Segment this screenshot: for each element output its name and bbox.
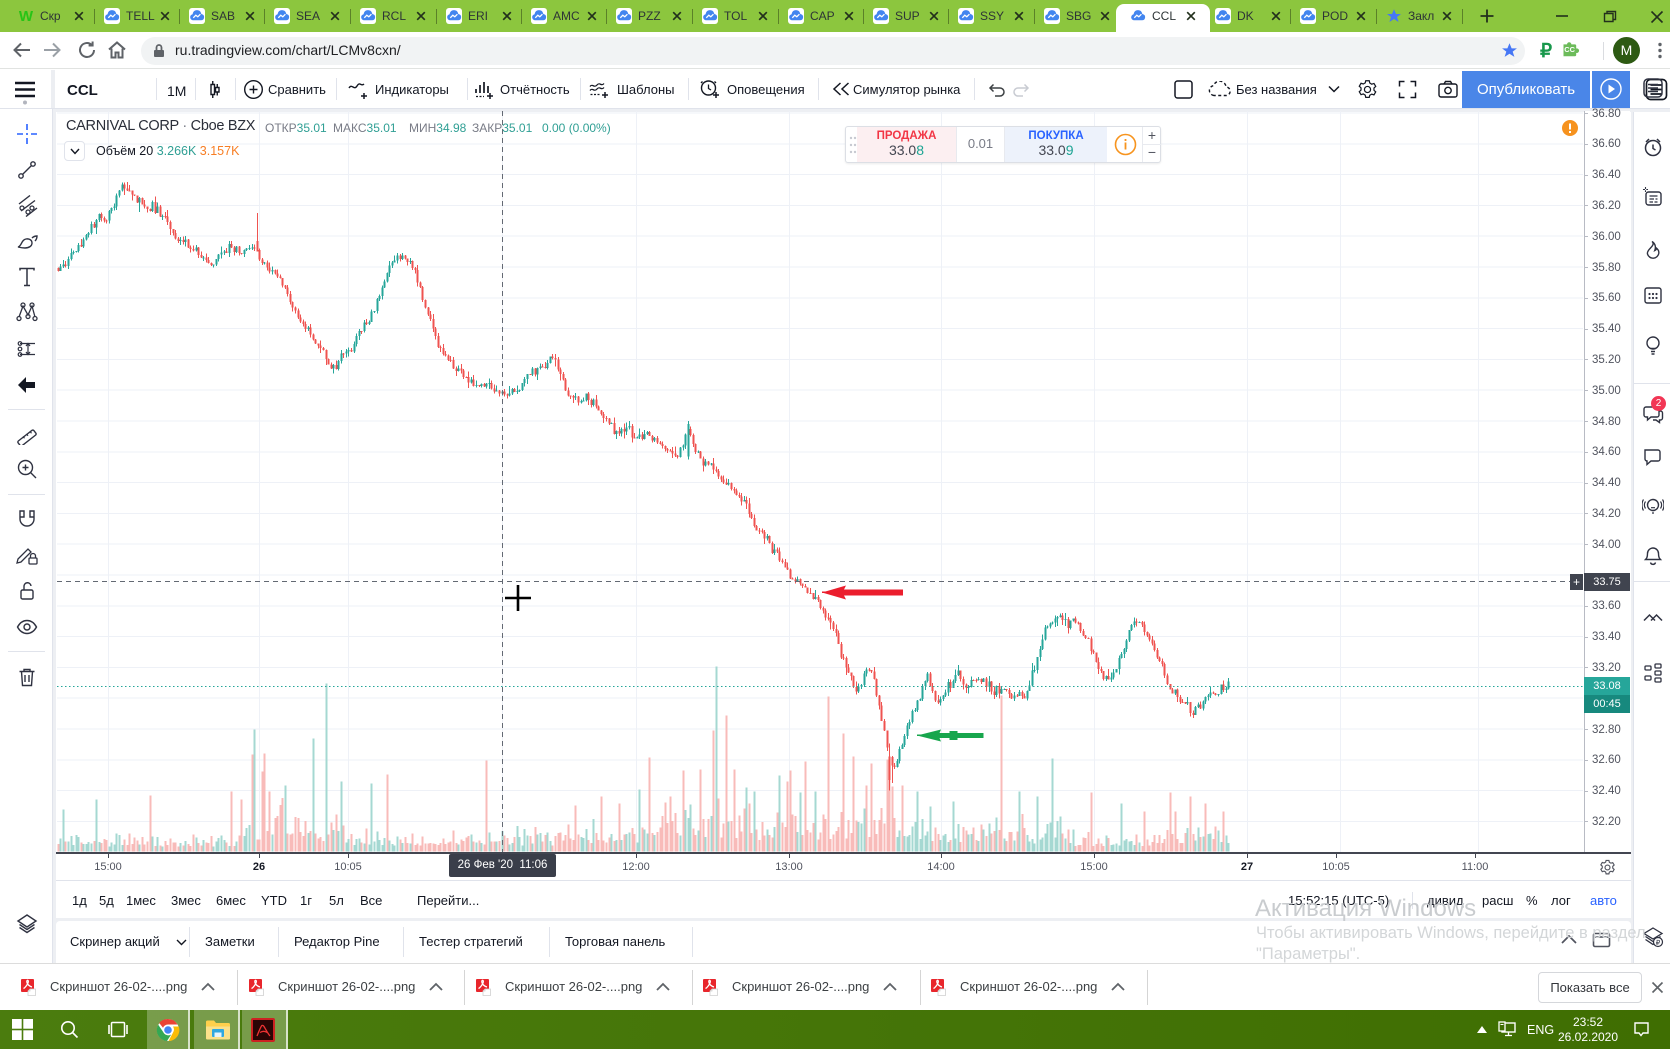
- svg-text:W: W: [19, 8, 34, 24]
- svg-text:CC: CC: [1564, 45, 1575, 54]
- svg-text:₽: ₽: [1656, 939, 1661, 947]
